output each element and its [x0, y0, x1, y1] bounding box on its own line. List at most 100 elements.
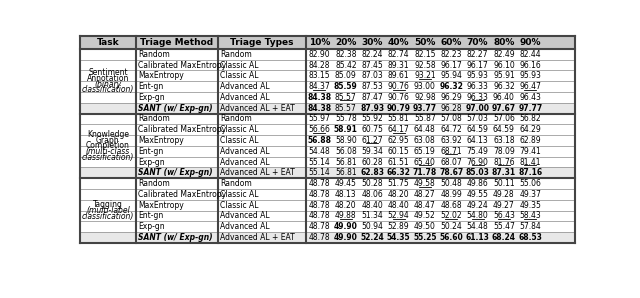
Text: 48.78: 48.78	[308, 212, 330, 221]
Bar	[491, 232, 517, 243]
Text: 10%: 10%	[308, 38, 330, 47]
Bar	[333, 92, 359, 103]
Bar	[385, 81, 412, 92]
Text: 82.24: 82.24	[362, 50, 383, 59]
Text: 81.41: 81.41	[520, 158, 541, 167]
Text: Ent-gn: Ent-gn	[138, 212, 163, 221]
Bar	[412, 49, 438, 60]
Text: MaxEntropy: MaxEntropy	[138, 201, 184, 210]
Text: 51.34: 51.34	[362, 212, 383, 221]
Bar	[218, 167, 307, 178]
Text: 55.87: 55.87	[414, 114, 436, 123]
Bar	[136, 157, 218, 167]
Bar	[465, 49, 491, 60]
Bar	[307, 157, 333, 167]
Bar	[359, 70, 385, 81]
Bar	[465, 70, 491, 81]
Text: 82.23: 82.23	[440, 50, 462, 59]
Text: Advanced AL + EAT: Advanced AL + EAT	[220, 104, 295, 113]
Bar	[333, 81, 359, 92]
Bar	[438, 200, 465, 211]
Text: Advanced AL: Advanced AL	[220, 82, 270, 91]
Text: Exp-gn: Exp-gn	[138, 158, 164, 167]
Text: 96.10: 96.10	[493, 60, 515, 69]
Bar	[307, 92, 333, 103]
Text: 93.77: 93.77	[413, 104, 437, 113]
Bar	[307, 70, 333, 81]
Text: 96.29: 96.29	[440, 93, 462, 102]
Text: classification): classification)	[82, 153, 134, 162]
Text: 96.32: 96.32	[493, 82, 515, 91]
Bar	[465, 211, 491, 221]
Bar	[412, 81, 438, 92]
Bar	[412, 103, 438, 114]
Bar	[517, 167, 543, 178]
Bar	[333, 135, 359, 146]
Text: 57.06: 57.06	[493, 114, 515, 123]
Bar	[412, 135, 438, 146]
Text: classification): classification)	[82, 85, 134, 94]
Text: 96.17: 96.17	[440, 60, 462, 69]
Bar	[517, 211, 543, 221]
Bar	[385, 49, 412, 60]
Text: Triage Method: Triage Method	[140, 38, 213, 47]
Text: 51.75: 51.75	[388, 179, 410, 188]
Text: SANT (w/ Exp-gn): SANT (w/ Exp-gn)	[138, 104, 212, 113]
Text: 84.38: 84.38	[307, 93, 332, 102]
Text: 48.78: 48.78	[308, 222, 330, 231]
Bar	[412, 70, 438, 81]
Text: 49.88: 49.88	[335, 212, 356, 221]
Bar	[80, 232, 136, 243]
Text: 64.59: 64.59	[493, 125, 515, 134]
Text: Random: Random	[220, 179, 252, 188]
Text: 66.32: 66.32	[387, 168, 410, 177]
Bar	[517, 36, 543, 49]
Bar	[412, 36, 438, 49]
Text: 40%: 40%	[388, 38, 409, 47]
Text: 96.32: 96.32	[439, 82, 463, 91]
Text: 50%: 50%	[414, 38, 436, 47]
Bar	[543, 178, 576, 189]
Text: 60.15: 60.15	[388, 147, 410, 156]
Bar	[333, 189, 359, 200]
Bar	[307, 221, 333, 232]
Bar	[491, 221, 517, 232]
Bar	[307, 124, 333, 135]
Text: 62.89: 62.89	[520, 136, 541, 145]
Bar	[80, 211, 136, 221]
Bar	[80, 114, 136, 124]
Bar	[491, 135, 517, 146]
Bar	[218, 60, 307, 70]
Bar	[491, 211, 517, 221]
Bar	[80, 103, 136, 114]
Text: 82.38: 82.38	[335, 50, 356, 59]
Text: Advanced AL: Advanced AL	[220, 158, 270, 167]
Text: 55.92: 55.92	[362, 114, 383, 123]
Bar	[517, 114, 543, 124]
Bar	[491, 189, 517, 200]
Text: (binary: (binary	[94, 80, 122, 89]
Bar	[333, 49, 359, 60]
Text: 58.43: 58.43	[520, 212, 541, 221]
Bar	[359, 232, 385, 243]
Text: 55.25: 55.25	[413, 233, 436, 242]
Text: 80%: 80%	[493, 38, 515, 47]
Bar	[385, 200, 412, 211]
Text: 68.71: 68.71	[440, 147, 462, 156]
Text: 50.94: 50.94	[361, 222, 383, 231]
Bar	[80, 200, 136, 211]
Bar	[359, 146, 385, 157]
Bar	[491, 200, 517, 211]
Text: Random: Random	[220, 50, 252, 59]
Bar	[412, 114, 438, 124]
Text: 82.49: 82.49	[493, 50, 515, 59]
Bar	[307, 146, 333, 157]
Bar	[218, 124, 307, 135]
Text: Exp-gn: Exp-gn	[138, 93, 164, 102]
Text: 87.93: 87.93	[360, 104, 384, 113]
Text: 49.50: 49.50	[414, 222, 436, 231]
Text: 48.78: 48.78	[308, 190, 330, 199]
Text: Classic AL: Classic AL	[220, 136, 259, 145]
Bar	[136, 232, 218, 243]
Text: 92.98: 92.98	[414, 93, 436, 102]
